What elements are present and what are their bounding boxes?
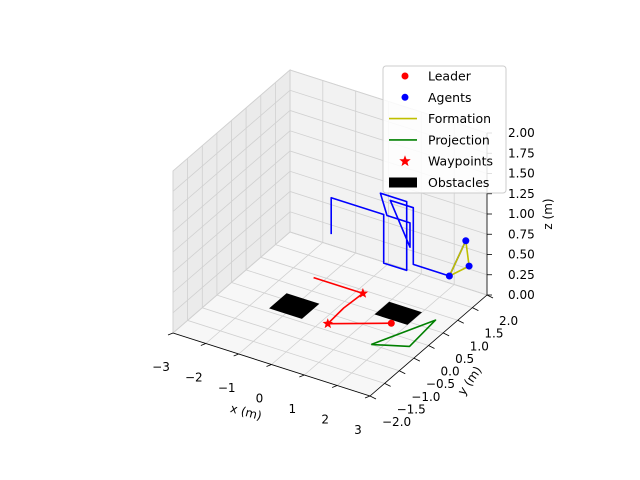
z-tick-label: 1.75: [508, 146, 535, 160]
z-tick-label: 0.75: [508, 227, 535, 241]
legend-label: Formation: [428, 111, 491, 126]
x-tick: [299, 374, 305, 378]
y-tick-label: 0.0: [441, 365, 460, 379]
z-tick-label: 0.25: [508, 268, 535, 282]
z-tick-label: 2.00: [508, 126, 535, 140]
x-tick-label: −2: [185, 371, 203, 385]
x-tick: [332, 385, 338, 388]
y-tick-label: 1.0: [470, 339, 489, 353]
y-tick-label: −1.0: [411, 390, 440, 404]
y-tick: [442, 332, 450, 337]
series-line-projection: [370, 319, 437, 348]
z-gridline: [172, 231, 488, 334]
legend-label: Agents: [428, 90, 472, 105]
x-tick: [233, 353, 239, 357]
series-line-formation: [448, 239, 470, 277]
y-tick-label: −0.5: [426, 377, 455, 391]
z-tick-label: 1.00: [508, 207, 535, 221]
x-tick-label: 3: [354, 423, 362, 437]
z-gridline: [172, 170, 488, 273]
y-tick-label: −2.0: [382, 415, 411, 429]
y-tick: [384, 383, 391, 387]
legend-label: Leader: [428, 69, 472, 84]
legend: Leader Agents Formation Projection Waypoints…: [382, 65, 507, 194]
y-tick-label: 0.5: [455, 352, 474, 366]
obstacle: [269, 293, 320, 319]
legend-handle: [401, 93, 409, 101]
z-tick-label: 0.00: [508, 288, 535, 302]
z-tick-label: 0.50: [508, 248, 535, 262]
z-tick-label: 1.50: [508, 167, 535, 181]
x-tick-label: 2: [321, 413, 329, 427]
y-tick: [472, 307, 479, 311]
legend-handle: [389, 177, 417, 188]
legend-label: Obstacles: [428, 175, 489, 190]
agent-marker: [445, 272, 453, 280]
legend-box: [382, 65, 507, 194]
axes-ticks: −3−2−10123−2.0−1.5−1.0−0.50.00.51.01.52.…: [152, 126, 535, 437]
y-tick: [486, 294, 494, 299]
y-tick: [428, 345, 435, 349]
x-tick-label: 0: [256, 392, 264, 406]
obstacle: [374, 301, 422, 325]
legend-handle: [399, 155, 411, 167]
z-gridline: [172, 191, 488, 293]
x-tick-label: −3: [152, 360, 170, 374]
series-line-agents: [330, 192, 467, 277]
z-axis-label: z (m): [541, 198, 555, 229]
y-tick: [369, 395, 377, 400]
x-tick-label: 1: [288, 402, 296, 416]
x-tick-label: −1: [218, 381, 236, 395]
y-tick-label: 2.0: [499, 314, 518, 328]
waypoint-marker: [357, 287, 369, 298]
series-line-leader: [313, 276, 392, 325]
z-tick-label: 1.25: [508, 187, 535, 201]
y-tick-label: 1.5: [484, 327, 503, 341]
y-tick-label: −1.5: [397, 402, 426, 416]
waypoint-marker: [322, 318, 333, 329]
leader-marker: [387, 319, 395, 327]
x-tick: [364, 395, 371, 399]
y-tick: [413, 357, 421, 362]
markers-layer: [322, 237, 473, 329]
z-gridline: [172, 211, 488, 314]
agent-marker: [462, 237, 470, 245]
agent-marker: [465, 262, 473, 270]
y-tick: [457, 319, 464, 324]
series-layer: [313, 192, 470, 348]
x-tick: [200, 343, 206, 346]
legend-label: Waypoints: [428, 154, 493, 169]
x-tick: [167, 332, 174, 336]
obstacles-layer: [269, 293, 422, 325]
legend-label: Projection: [428, 132, 490, 147]
y-tick: [399, 370, 406, 375]
x-tick: [266, 364, 272, 367]
legend-handle: [401, 72, 409, 80]
